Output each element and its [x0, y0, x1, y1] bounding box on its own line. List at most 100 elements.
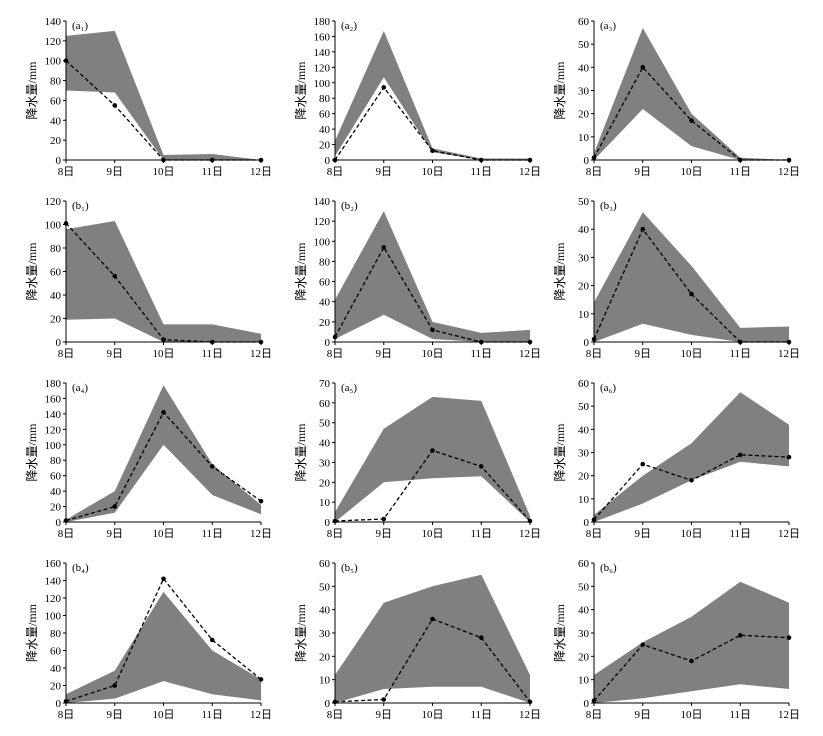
- y-tick-label: 40: [578, 424, 590, 436]
- x-tick-label: 8日: [586, 528, 603, 540]
- y-tick-label: 40: [578, 224, 590, 236]
- observed-point: [209, 157, 215, 163]
- observed-point: [786, 635, 792, 640]
- y-axis-title: 降水量/mm: [25, 61, 39, 120]
- x-tick-label: 10日: [422, 528, 444, 540]
- y-tick-label: 40: [319, 438, 331, 450]
- ensemble-band: [594, 581, 789, 703]
- y-tick-label: 80: [319, 256, 331, 268]
- observed-point: [258, 498, 264, 504]
- y-tick-label: 80: [50, 455, 62, 467]
- y-axis-title: 降水量/mm: [25, 603, 39, 662]
- y-tick-label: 60: [578, 558, 590, 570]
- y-tick-label: 20: [319, 140, 331, 152]
- y-tick-label: 10: [578, 132, 590, 144]
- y-tick-label: 50: [578, 39, 590, 51]
- y-tick-label: 160: [45, 393, 62, 405]
- chart-panel-b2: 0 20 40 60 80 100 120 140 8日 9日 10日 11日 12日 降水量/mm (b₂…: [294, 196, 541, 360]
- y-tick-label: 20: [578, 281, 590, 293]
- x-tick-label: 11日: [201, 348, 223, 360]
- chart-panel-b1: 0 20 40 60 80 100 120 8日 9日 10日 11日 12日 降水量/mm (b₁): [25, 196, 272, 360]
- observed-point: [640, 642, 646, 647]
- observed-point: [689, 118, 694, 123]
- ensemble-band: [66, 30, 261, 161]
- y-tick-label: 100: [314, 236, 331, 248]
- observed-point: [258, 339, 264, 345]
- observed-point: [737, 633, 743, 638]
- y-tick-label: 20: [319, 317, 331, 329]
- x-tick-label: 8日: [586, 709, 603, 721]
- observed-point: [737, 452, 743, 458]
- x-tick-label: 12日: [778, 709, 800, 721]
- y-tick-label: 10: [578, 309, 590, 321]
- x-tick-label: 8日: [58, 166, 75, 178]
- observed-point: [527, 157, 533, 163]
- y-axis-title: 降水量/mm: [25, 242, 39, 301]
- observed-point: [591, 517, 597, 522]
- chart-panel-a1: 0 20 40 60 80 100 120 140 8日 9日 10日 11日 12日 降水量/mm (a₁…: [25, 16, 272, 178]
- y-tick-label: 10: [578, 675, 590, 687]
- y-axis-title: 降水量/mm: [294, 603, 308, 662]
- x-tick-label: 12日: [519, 166, 541, 178]
- observed-series-line: [593, 66, 789, 161]
- y-tick-label: 30: [319, 457, 331, 469]
- y-tick-label: 20: [578, 651, 590, 663]
- observed-point: [381, 245, 387, 250]
- x-tick-label: 10日: [422, 348, 444, 360]
- ensemble-band: [594, 28, 789, 160]
- chart-panel-b6: 0 10 20 30 40 50 60 8日 9日 10日 11日 12日 降水量/mm (b₆): [553, 558, 800, 721]
- y-tick-label: 20: [578, 109, 590, 121]
- x-tick-label: 12日: [778, 348, 800, 360]
- y-tick-label: 50: [578, 401, 590, 413]
- y-tick-label: 60: [578, 16, 590, 28]
- observed-point: [63, 221, 69, 226]
- x-tick-label: 9日: [376, 166, 393, 178]
- y-tick-label: 120: [45, 593, 62, 605]
- observed-point: [478, 464, 484, 469]
- y-tick-label: 140: [314, 47, 331, 59]
- y-axis-title: 降水量/mm: [25, 423, 39, 482]
- observed-point: [430, 616, 435, 622]
- observed-point: [161, 157, 166, 163]
- x-tick-label: 12日: [519, 709, 541, 721]
- x-tick-label: 12日: [519, 348, 541, 360]
- y-tick-label: 0: [56, 337, 62, 349]
- y-tick-label: 0: [584, 337, 590, 349]
- observed-point: [591, 698, 597, 703]
- y-tick-label: 0: [584, 698, 590, 710]
- x-tick-label: 10日: [681, 348, 703, 360]
- y-tick-label: 80: [319, 93, 331, 105]
- ensemble-band: [335, 574, 530, 703]
- x-tick-label: 10日: [422, 166, 444, 178]
- observed-point: [591, 336, 597, 342]
- y-tick-label: 40: [50, 290, 62, 302]
- observed-point: [527, 699, 533, 705]
- x-tick-label: 11日: [470, 348, 492, 360]
- x-tick-label: 8日: [327, 709, 344, 721]
- x-tick-label: 8日: [58, 348, 75, 360]
- y-tick-label: 80: [50, 76, 62, 88]
- observed-point: [381, 697, 387, 702]
- observed-point: [63, 698, 69, 704]
- observed-point: [332, 699, 338, 705]
- panel-label: (a₅): [341, 382, 357, 394]
- panel-label: (a₁): [72, 20, 88, 32]
- x-tick-label: 9日: [376, 528, 393, 540]
- y-tick-label: 0: [56, 155, 62, 167]
- observed-point: [478, 339, 484, 345]
- observed-point: [689, 478, 694, 483]
- observed-series-line: [65, 577, 262, 702]
- x-tick-label: 10日: [681, 528, 703, 540]
- x-tick-label: 12日: [250, 528, 272, 540]
- x-tick-label: 9日: [107, 348, 124, 360]
- x-tick-label: 9日: [635, 709, 652, 721]
- x-tick-label: 9日: [107, 166, 124, 178]
- observed-point: [332, 157, 338, 163]
- y-axis-title: 降水量/mm: [294, 423, 308, 482]
- panel-label: (a₃): [600, 20, 616, 32]
- y-tick-label: 60: [50, 95, 62, 107]
- x-tick-label: 11日: [729, 528, 751, 540]
- observed-point: [786, 157, 792, 163]
- x-tick-label: 8日: [58, 709, 75, 721]
